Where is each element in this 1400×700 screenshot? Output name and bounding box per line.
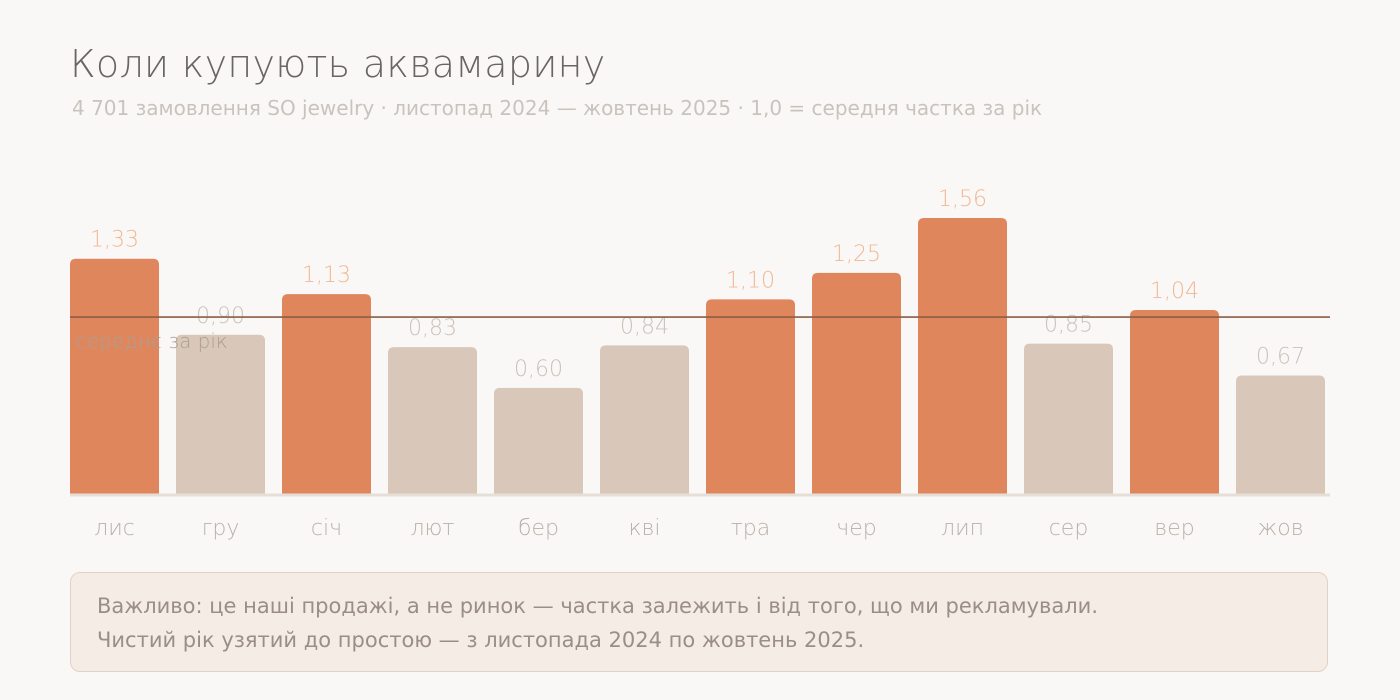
category-label: вер (1154, 516, 1194, 541)
note-box: Важливо: це наші продажі, а не ринок — ч… (70, 572, 1328, 672)
category-label: чер (836, 516, 877, 541)
chart-title: Коли купують аквамарину (70, 42, 606, 86)
bar (1024, 343, 1113, 494)
value-label: 0,90 (196, 304, 245, 329)
bar (1130, 310, 1219, 494)
value-label: 1,10 (726, 268, 775, 293)
value-label: 0,67 (1256, 344, 1305, 369)
bar (812, 272, 901, 494)
bar (1236, 375, 1325, 494)
value-label: 1,13 (302, 263, 351, 288)
category-label: лис (94, 516, 135, 541)
category-label: тра (731, 516, 771, 541)
value-label: 0,83 (408, 316, 457, 341)
category-label: кві (628, 516, 660, 541)
value-label: 1,56 (938, 187, 987, 212)
note-line-1: Важливо: це наші продажі, а не ринок — ч… (97, 594, 1099, 618)
bar (282, 294, 371, 494)
value-label: 1,33 (90, 228, 139, 253)
category-label: лют (410, 516, 454, 541)
category-label: сер (1049, 516, 1089, 541)
bar (706, 299, 795, 494)
bar-chart: 1,33 лис 0,90 гру 1,13 січ 0,83 лют 0,60 бер 0,84 к… (70, 187, 1330, 541)
bar (494, 387, 583, 494)
category-label: січ (311, 516, 342, 541)
category-label: бер (518, 516, 559, 541)
average-reference-label: середнє за рік (76, 329, 228, 353)
category-label: жов (1257, 516, 1303, 541)
value-label: 0,84 (620, 314, 669, 339)
bar (600, 345, 689, 494)
bar (70, 258, 159, 494)
bar (388, 347, 477, 494)
note-line-2: Чистий рік узятий до простою — з листопа… (97, 628, 865, 652)
bar (918, 218, 1007, 494)
chart-subtitle: 4 701 замовлення SO jewelry · листопад 2… (72, 96, 1043, 120)
value-label: 0,60 (514, 357, 563, 382)
category-label: лип (941, 516, 984, 541)
category-label: гру (202, 516, 240, 541)
value-label: 1,04 (1150, 279, 1199, 304)
value-label: 1,25 (832, 242, 881, 267)
bar (176, 334, 265, 494)
